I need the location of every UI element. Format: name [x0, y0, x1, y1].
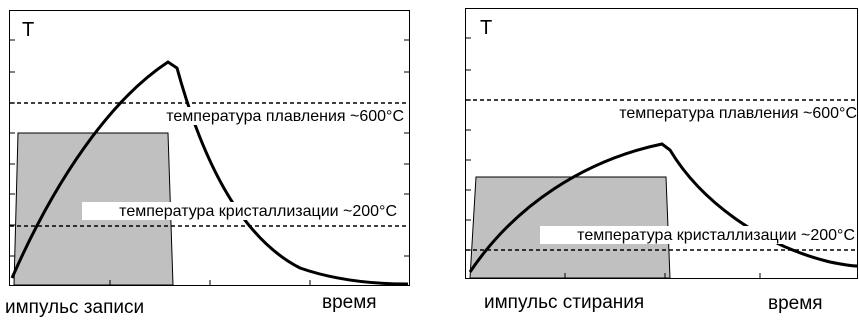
- erase-crystallization-label: температура кристаллизации ~200°C: [577, 227, 855, 244]
- write-temperature-curve: [10, 60, 409, 286]
- erase-x-ticks: [564, 273, 761, 278]
- write-melting-label: температура плавления ~600°C: [166, 108, 404, 125]
- write-pulse-label: импульс записи: [5, 297, 144, 318]
- write-crystallization-label-bg: [82, 202, 400, 220]
- erase-crystallization-label-bg: [540, 226, 857, 244]
- erase-melting-label-bg: [592, 104, 857, 122]
- write-y-ticks: [10, 39, 15, 257]
- erase-pulse-diagram: T температура плавления ~600°C температу…: [465, 8, 858, 314]
- erase-y-ticks: [466, 37, 471, 251]
- write-y-ticks-right: [404, 39, 409, 257]
- write-melting-label-bg: [136, 107, 404, 125]
- write-pulse-diagram: T температура плавления ~600°C температу…: [5, 10, 410, 318]
- erase-y-axis-label: T: [480, 17, 492, 39]
- erase-temperature-curve: [468, 142, 858, 273]
- erase-pulse-label: импульс стирания: [484, 292, 644, 313]
- write-y-axis-label: T: [22, 19, 34, 41]
- write-crystallization-label: температура кристаллизации ~200°C: [119, 203, 397, 220]
- write-time-label: время: [322, 292, 377, 313]
- write-x-ticks: [109, 280, 311, 285]
- erase-plot-frame: [465, 8, 858, 279]
- write-plot-frame: [9, 10, 410, 286]
- erase-time-label: время: [768, 293, 823, 314]
- erase-melting-label: температура плавления ~600°C: [619, 105, 857, 122]
